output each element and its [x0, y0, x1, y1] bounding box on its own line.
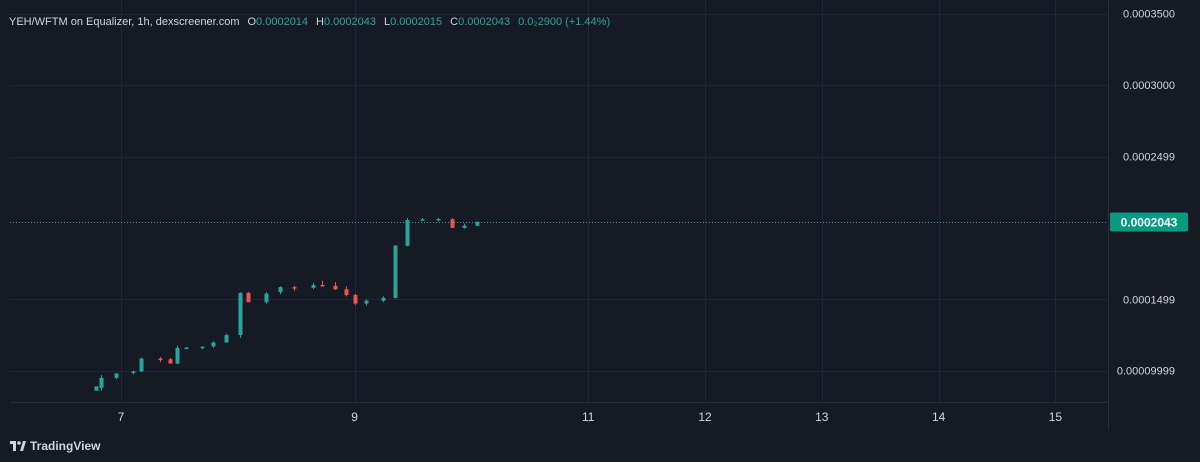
y-tick-label: 0.0003500: [1123, 9, 1175, 21]
last-price-tag: [1110, 212, 1188, 232]
candle-body-down: [246, 292, 251, 303]
legend-high-label: H: [316, 16, 324, 28]
legend-symbol: YEH/WFTM on Equalizer, 1h, dexscreener.c…: [9, 16, 240, 28]
legend-close: C0.0002043: [450, 15, 510, 29]
candle-body-down: [344, 289, 349, 295]
legend-close-value: 0.0002043: [458, 16, 511, 28]
candle-body-up: [475, 221, 480, 226]
candle-body-down: [292, 287, 297, 289]
tradingview-logo[interactable]: TradingView: [10, 439, 100, 453]
candle-body-up: [94, 386, 99, 391]
legend-open-value: 0.0002014: [256, 16, 309, 28]
candle-body-up: [264, 293, 269, 303]
x-tick-label: 12: [698, 410, 712, 424]
legend-high-value: 0.0002043: [324, 16, 376, 28]
candle-body-up: [184, 347, 189, 350]
legend-close-label: C: [450, 16, 459, 28]
x-tick-label: 15: [1049, 410, 1063, 424]
candle-body-up: [462, 225, 467, 228]
candle-body-up: [114, 373, 119, 378]
candle-body-up: [420, 219, 425, 221]
candle-body-up: [405, 220, 410, 246]
candle-body-up: [224, 335, 229, 343]
chart-legend: YEH/WFTM on Equalizer, 1h, dexscreener.c…: [9, 15, 610, 29]
x-tick-label: 7: [118, 410, 125, 424]
candle-body-down: [353, 295, 358, 304]
candle-body-up: [436, 219, 441, 221]
candle-body-up: [393, 245, 398, 298]
y-tick-label: 0.00009999: [1117, 366, 1175, 378]
candle-body-up: [211, 342, 216, 347]
candle-body-down: [320, 285, 325, 287]
x-tick-label: 13: [815, 410, 829, 424]
candle-body-down: [168, 359, 173, 364]
footer-bar: TradingView: [0, 431, 1200, 462]
y-tick-label: 0.0002499: [1123, 152, 1175, 164]
y-tick-label: 0.0003000: [1123, 80, 1175, 92]
candle-body-down: [450, 219, 455, 228]
tradingview-icon: [10, 441, 26, 451]
legend-low-label: L: [384, 16, 391, 28]
legend-open-label: O: [247, 16, 257, 28]
candle-body-up: [311, 285, 316, 288]
candle-body-up: [381, 297, 386, 301]
tradingview-brand-text: TradingView: [30, 439, 101, 453]
x-tick-label: 11: [582, 410, 595, 424]
candle-body-up: [175, 347, 180, 364]
candle-body-up: [238, 292, 243, 335]
candle-body-down: [158, 358, 163, 361]
legend-high: H0.0002043: [316, 15, 376, 29]
last-price-label: 0.0002043: [1121, 216, 1178, 230]
candle-body-down: [333, 285, 338, 290]
y-tick-label: 0.0001499: [1123, 294, 1175, 306]
legend-low-value: 0.0002015: [390, 16, 443, 28]
legend-change: 0.0₂2900 (+1.44%): [518, 16, 611, 28]
x-tick-label: 14: [932, 410, 946, 424]
legend-open: O0.0002014: [247, 15, 308, 29]
candle-body-up: [278, 287, 283, 293]
candle-body-up: [139, 358, 144, 372]
candle-body-up: [131, 371, 136, 373]
x-tick-label: 9: [351, 410, 358, 424]
candle-body-up: [99, 377, 104, 388]
legend-low: L0.0002015: [384, 15, 442, 29]
candle-body-up: [200, 346, 205, 349]
candle-body-up: [364, 300, 369, 304]
